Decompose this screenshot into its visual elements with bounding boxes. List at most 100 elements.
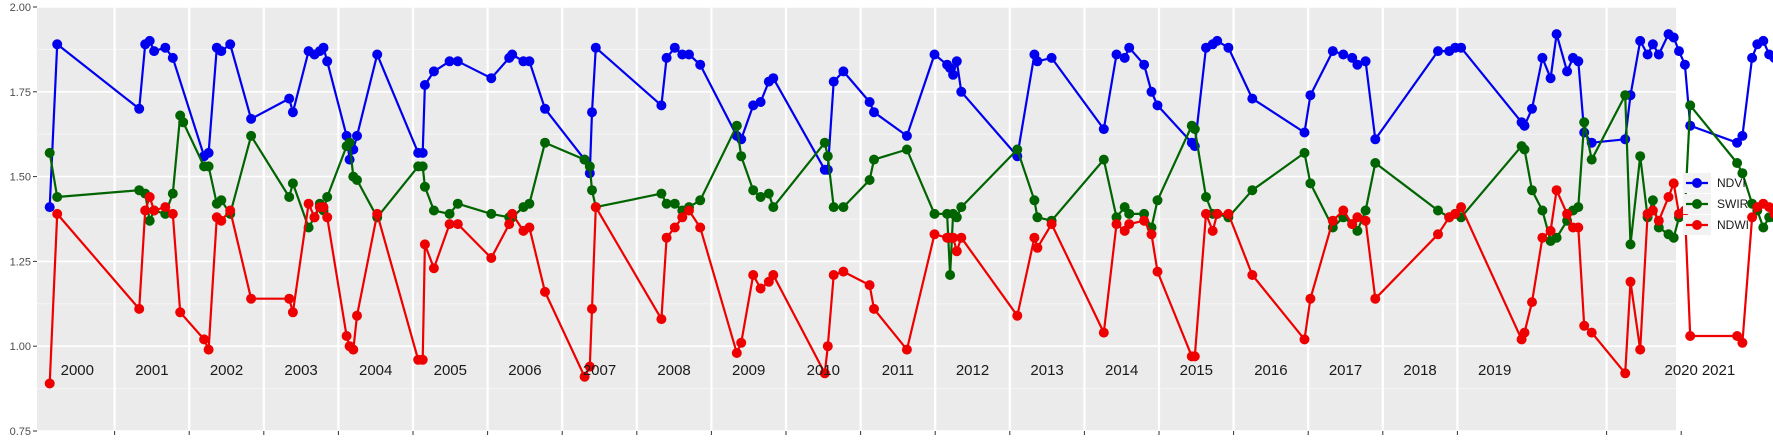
- ndvi-point: [1212, 35, 1223, 46]
- swir-point: [768, 202, 779, 213]
- ndwi-point: [1152, 266, 1163, 277]
- swir-point: [656, 188, 667, 199]
- y-tick-label: 1.00: [10, 341, 31, 353]
- y-axis: 0.75 1.00 1.25 1.50 1.75 2.00: [10, 2, 37, 438]
- ndwi-point: [1545, 225, 1556, 236]
- swir-point: [1758, 222, 1769, 233]
- swir-point: [587, 185, 597, 196]
- swir-point: [1527, 185, 1537, 196]
- swir-point: [1029, 195, 1040, 206]
- ndwi-point: [1201, 208, 1211, 219]
- swir-point: [669, 198, 680, 209]
- ndvi-point: [956, 86, 967, 97]
- ndwi-point: [1537, 232, 1548, 243]
- y-tick-label: 0.75: [10, 426, 31, 438]
- ndvi-point: [216, 46, 227, 57]
- ndvi-point: [167, 52, 178, 63]
- ndvi-point: [1545, 73, 1556, 84]
- swir-point: [540, 137, 550, 148]
- swir-point: [1668, 232, 1679, 243]
- swir-point: [52, 192, 63, 202]
- ndvi-point: [1527, 103, 1537, 114]
- swir-point: [1737, 168, 1748, 179]
- ndvi-point: [1562, 66, 1573, 77]
- swir-point: [584, 161, 595, 172]
- swir-point: [1370, 158, 1381, 168]
- ndwi-point: [1573, 222, 1584, 233]
- ndvi-point: [755, 97, 766, 107]
- swir-point: [755, 192, 766, 202]
- ndwi-point: [1189, 351, 1200, 362]
- ndvi-point: [372, 49, 383, 60]
- ndwi-point: [348, 344, 359, 355]
- ndvi-point: [1758, 35, 1769, 46]
- ndwi-point: [695, 222, 706, 233]
- ndwi-point: [819, 368, 830, 379]
- swir-point: [1635, 151, 1646, 162]
- swir-point: [1360, 205, 1371, 216]
- ndvi-point: [287, 107, 298, 118]
- swir-point: [763, 188, 774, 199]
- year-label-2021: 2021: [1702, 362, 1735, 379]
- ndvi-point: [134, 103, 145, 114]
- ndwi-point: [540, 286, 550, 297]
- swir-point: [822, 151, 833, 162]
- ndwi-point: [203, 344, 214, 355]
- ndvi-point: [149, 46, 160, 57]
- year-label-2005: 2005: [434, 362, 467, 379]
- ndwi-point: [584, 361, 595, 372]
- swir-point: [1352, 225, 1363, 236]
- swir-point: [1586, 154, 1597, 165]
- ndvi-point: [1732, 137, 1743, 148]
- ndwi-point: [1737, 337, 1748, 348]
- ndwi-point: [287, 307, 298, 318]
- swir-point: [838, 202, 849, 213]
- ndwi-point: [1247, 270, 1258, 280]
- ndwi-point: [1029, 232, 1040, 243]
- swir-point: [819, 137, 830, 148]
- swir-point: [1247, 185, 1258, 196]
- ndwi-point: [246, 293, 257, 304]
- ndwi-point: [419, 239, 430, 250]
- swir-point: [945, 270, 956, 280]
- ndwi-point: [352, 310, 362, 321]
- ndwi-point: [822, 341, 833, 352]
- x-axis: 2000 2001 2002 2003 2004 2005 2006 2007 2008 2009…: [61, 362, 1735, 435]
- ndwi-point: [1456, 202, 1467, 213]
- ndwi-point: [1527, 297, 1537, 308]
- swir-point: [731, 120, 742, 131]
- ndwi-point: [1046, 219, 1057, 230]
- ndvi-point: [1519, 120, 1530, 131]
- legend-key-point: [1692, 220, 1702, 230]
- ndvi-point: [1299, 127, 1310, 138]
- swir-point: [579, 154, 590, 165]
- swir-point: [44, 147, 55, 158]
- year-label-2007: 2007: [583, 362, 616, 379]
- ndwi-point: [1653, 215, 1664, 226]
- ndwi-point: [140, 205, 151, 216]
- swir-point: [1201, 192, 1211, 202]
- ndwi-point: [901, 344, 912, 355]
- ndvi-point: [948, 69, 959, 80]
- ndvi-point: [428, 66, 439, 77]
- swir-point: [1685, 100, 1696, 111]
- ndwi-point: [1212, 208, 1223, 219]
- ndvi-point: [540, 103, 550, 114]
- year-label-2014: 2014: [1105, 362, 1138, 379]
- ndvi-point: [1769, 53, 1773, 63]
- ndvi-point: [1573, 56, 1584, 67]
- swir-point: [1189, 124, 1200, 135]
- ndvi-point: [52, 39, 63, 50]
- ndvi-point: [929, 49, 940, 60]
- ndwi-point: [929, 229, 940, 240]
- ndwi-point: [1207, 225, 1218, 236]
- ndwi-point: [372, 208, 383, 219]
- year-label-2009: 2009: [732, 362, 765, 379]
- ndwi-point: [1450, 208, 1461, 219]
- year-label-2010: 2010: [807, 362, 840, 379]
- ndwi-point: [669, 222, 680, 233]
- year-label-2016: 2016: [1254, 362, 1287, 379]
- ndvi-point: [1620, 134, 1631, 145]
- swir-point: [661, 198, 672, 209]
- ndwi-point: [1347, 219, 1358, 230]
